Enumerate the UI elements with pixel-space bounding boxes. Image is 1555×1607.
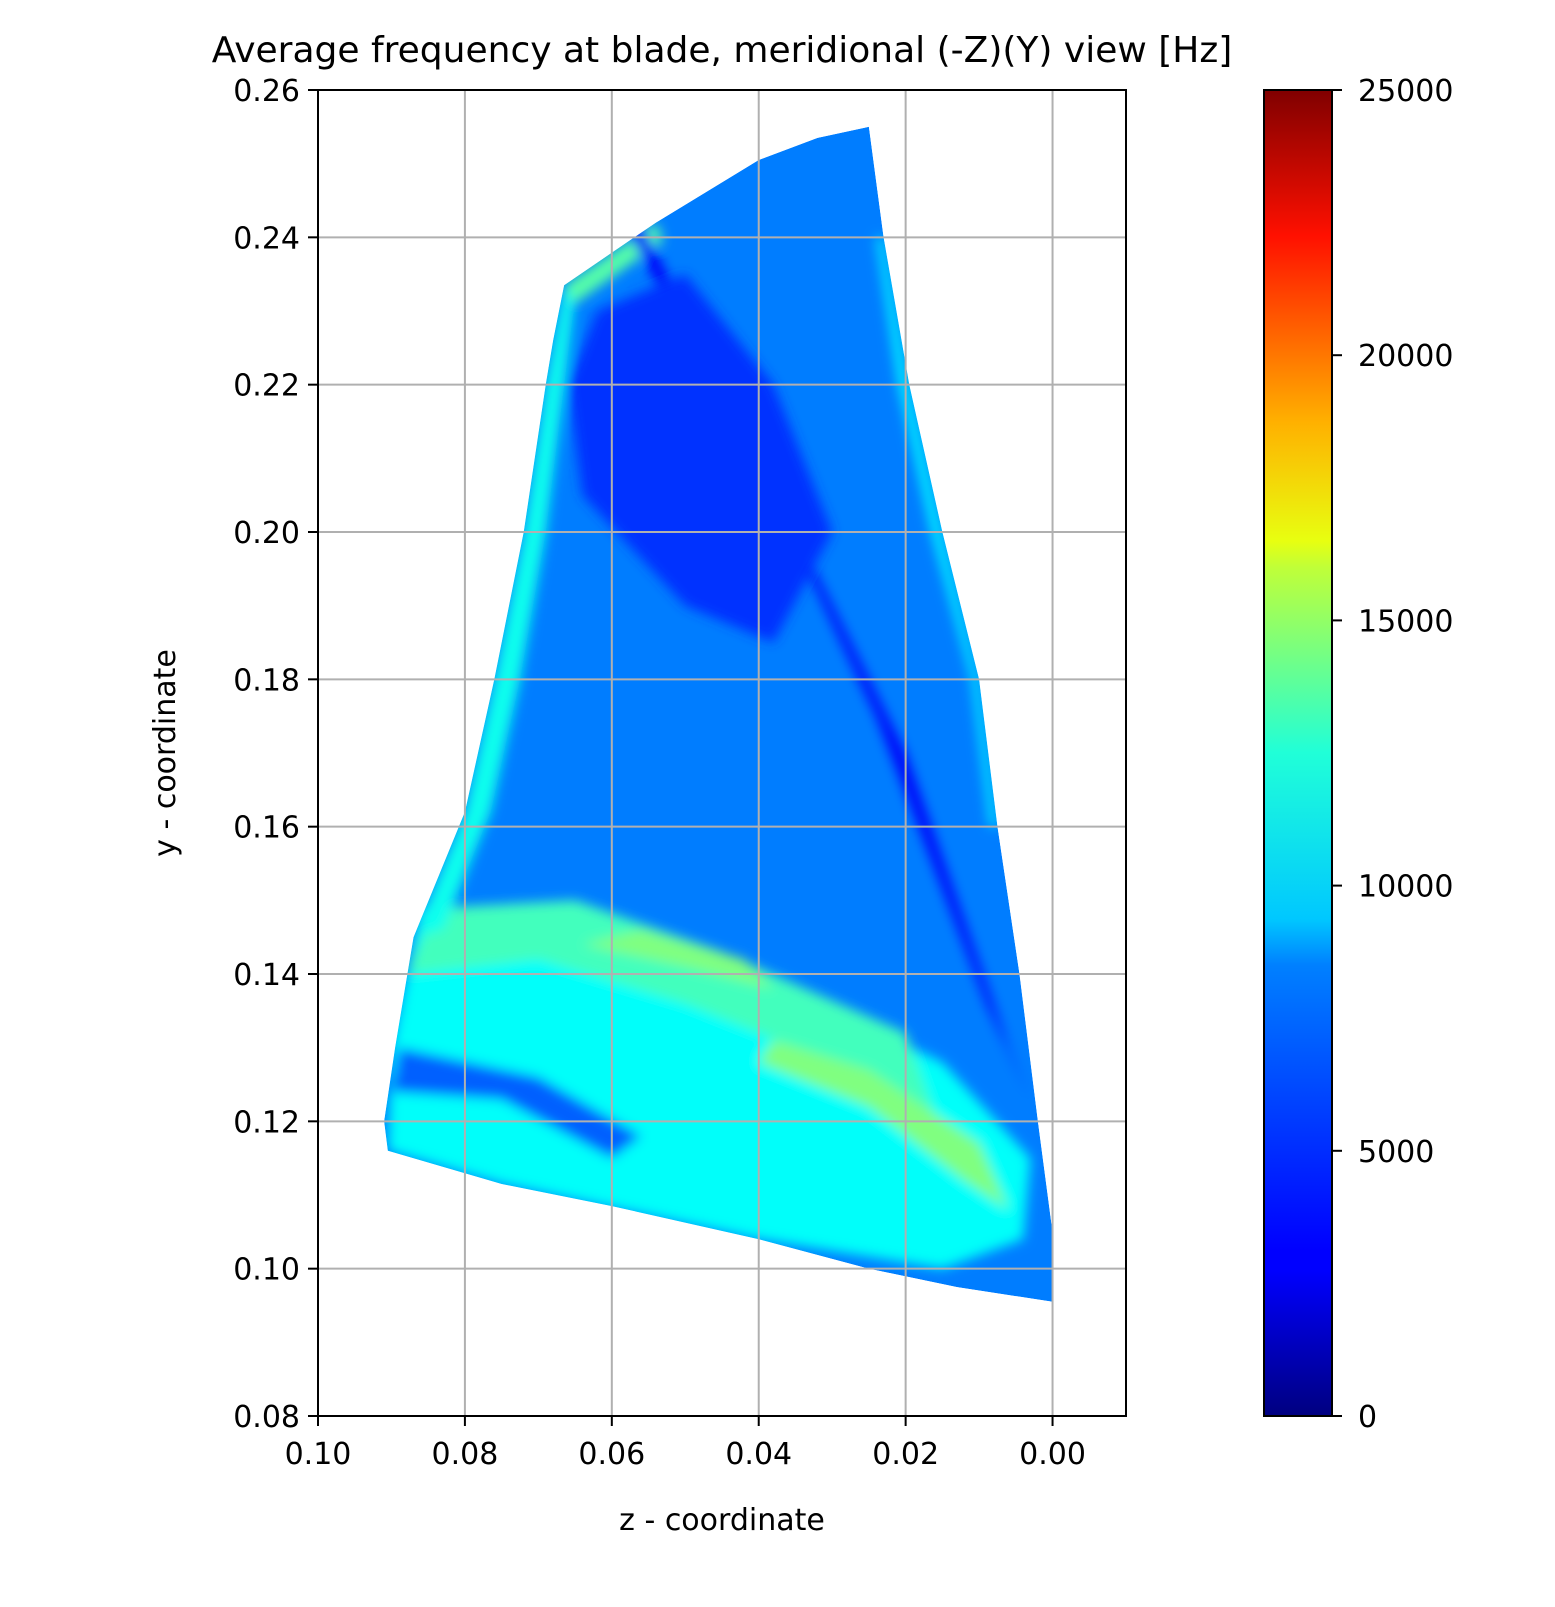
x-tick-label: 0.02 (872, 1437, 939, 1472)
plot-frame (317, 89, 1127, 1417)
chart-title: Average frequency at blade, meridional (… (212, 30, 1233, 71)
colorbar-tick-label: 15000 (1358, 604, 1453, 639)
field-region-upper-core (567, 274, 833, 643)
colorbar-tick-label: 25000 (1358, 74, 1453, 109)
x-tick-label: 0.08 (432, 1437, 499, 1472)
field-region-root-band (387, 907, 1031, 1269)
colorbar-tick-label: 20000 (1358, 339, 1453, 374)
x-axis-label: z - coordinate (619, 1503, 825, 1538)
colorbar-tick-label: 0 (1358, 1400, 1377, 1435)
x-tick-label: 0.06 (578, 1437, 645, 1472)
field-region-root-hole (391, 1047, 642, 1159)
y-axis-label: y - coordinate (148, 649, 183, 857)
x-tick-label: 0.10 (285, 1437, 352, 1472)
colorbar-ticks: 0 5000 10000 15000 20000 25000 (1332, 74, 1453, 1435)
x-axis-ticks: 0.10 0.08 0.06 0.04 0.02 0.00 (285, 1416, 1086, 1472)
field-region-leading-edge-strip (413, 285, 576, 938)
y-tick-label: 0.22 (233, 369, 300, 404)
field-region-lower-streak (758, 1040, 1009, 1210)
y-tick-label: 0.24 (233, 221, 300, 256)
y-tick-label: 0.18 (233, 663, 300, 698)
y-tick-label: 0.16 (233, 811, 300, 846)
y-tick-label: 0.14 (233, 958, 300, 993)
y-tick-label: 0.10 (233, 1253, 300, 1288)
colorbar-tick-label: 10000 (1358, 870, 1453, 905)
y-tick-label: 0.20 (233, 516, 300, 551)
x-tick-label: 0.04 (725, 1437, 792, 1472)
blade-heatmap (384, 126, 1053, 1302)
y-tick-label: 0.12 (233, 1105, 300, 1140)
colorbar (1263, 89, 1333, 1417)
y-axis-ticks: 0.08 0.10 0.12 0.14 0.16 0.18 0.20 0.22 0.24 0.26 (233, 74, 318, 1435)
field-region-mid-band (406, 900, 943, 1137)
colorbar-tick-label: 5000 (1358, 1135, 1434, 1170)
x-tick-label: 0.00 (1019, 1437, 1086, 1472)
y-tick-label: 0.26 (233, 74, 300, 109)
y-tick-label: 0.08 (233, 1400, 300, 1435)
blade-field (384, 126, 1053, 1302)
